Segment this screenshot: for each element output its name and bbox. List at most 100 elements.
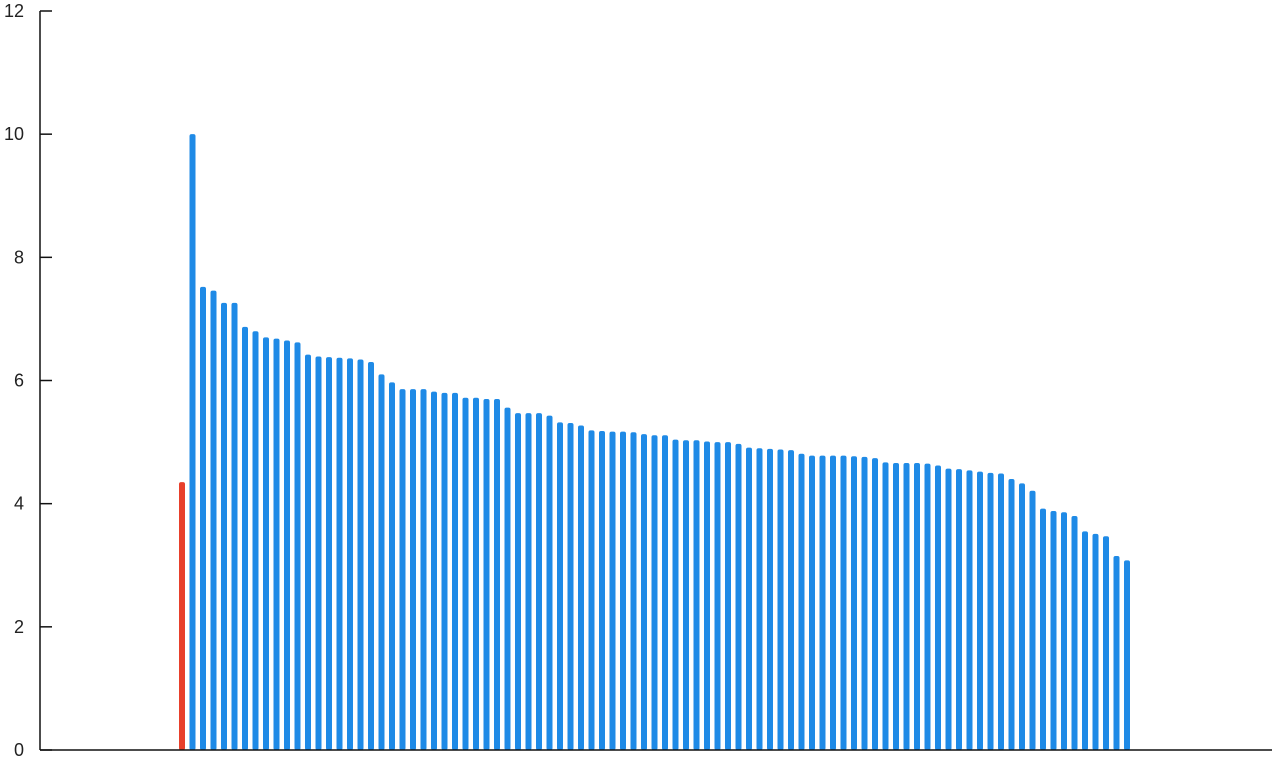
y-axis-tick-labels: 0 2 4 6 8 10 12 xyxy=(4,1,24,760)
bar xyxy=(410,389,416,750)
bar xyxy=(557,422,563,750)
bar xyxy=(284,340,290,750)
bar xyxy=(1082,531,1088,750)
bar xyxy=(336,357,343,750)
bar xyxy=(588,430,595,750)
bars xyxy=(179,134,1130,750)
bar xyxy=(1040,508,1046,750)
bar xyxy=(651,435,658,750)
bar xyxy=(735,443,742,750)
bar xyxy=(399,389,406,750)
bar xyxy=(294,342,301,750)
bar xyxy=(273,338,280,750)
bar xyxy=(1092,533,1099,750)
y-axis-ticks xyxy=(40,10,52,751)
bar xyxy=(326,357,332,750)
bar xyxy=(662,435,668,750)
bar xyxy=(609,431,616,750)
bar xyxy=(473,397,479,750)
bar xyxy=(935,465,941,750)
y-tick-label: 2 xyxy=(14,617,24,637)
bar xyxy=(1113,556,1120,750)
bar xyxy=(315,356,322,750)
bar xyxy=(945,468,952,750)
bar xyxy=(441,392,448,750)
bar xyxy=(357,359,364,750)
highlight-bar xyxy=(179,482,185,750)
y-tick-label: 12 xyxy=(4,1,24,21)
bar xyxy=(683,440,689,750)
bar xyxy=(1071,515,1078,750)
bar xyxy=(893,463,899,750)
bar xyxy=(630,432,637,750)
bar xyxy=(956,469,962,750)
y-tick-label: 0 xyxy=(14,740,24,760)
bar xyxy=(725,442,731,750)
bar xyxy=(767,448,773,750)
bar xyxy=(777,449,784,750)
bar xyxy=(704,441,710,750)
bar xyxy=(809,455,815,750)
bar xyxy=(200,286,206,750)
bar xyxy=(830,455,836,750)
bar xyxy=(1061,512,1067,750)
bar xyxy=(210,290,217,750)
bar xyxy=(872,458,878,750)
bar xyxy=(462,397,469,750)
bar xyxy=(746,447,752,750)
bar xyxy=(1050,511,1057,750)
bar xyxy=(452,392,458,750)
bar xyxy=(1019,483,1025,750)
bar xyxy=(987,472,994,750)
y-tick-label: 6 xyxy=(14,371,24,391)
bar xyxy=(515,413,521,750)
bar xyxy=(819,455,826,750)
bar xyxy=(851,456,857,750)
bar xyxy=(977,471,983,750)
bar xyxy=(263,337,269,750)
bar xyxy=(756,448,763,750)
bar xyxy=(641,434,647,750)
bar xyxy=(788,450,794,750)
bar xyxy=(525,413,532,750)
bar xyxy=(1124,560,1130,750)
bar xyxy=(567,422,574,750)
bar xyxy=(998,473,1004,750)
bar xyxy=(252,331,259,750)
bar xyxy=(347,358,353,750)
bar xyxy=(368,362,374,750)
bar xyxy=(221,302,227,750)
bar xyxy=(1029,490,1036,750)
bar xyxy=(378,374,385,750)
bar xyxy=(882,462,889,750)
bar xyxy=(546,415,553,750)
bar xyxy=(924,463,931,750)
bar xyxy=(599,430,605,750)
bar xyxy=(231,302,238,750)
bar xyxy=(578,425,584,750)
bar xyxy=(536,413,542,750)
bar xyxy=(672,439,679,750)
bar xyxy=(798,453,805,750)
bar xyxy=(914,463,920,750)
bar xyxy=(966,470,973,750)
bar xyxy=(840,455,847,750)
bar xyxy=(494,398,500,750)
bar xyxy=(305,354,311,750)
bar xyxy=(483,398,490,750)
bar xyxy=(714,442,721,750)
bar xyxy=(420,389,427,750)
bar xyxy=(903,463,910,750)
bar xyxy=(389,382,395,750)
bar xyxy=(431,391,437,750)
bar xyxy=(242,326,248,750)
bar xyxy=(861,456,868,750)
bar xyxy=(693,440,700,750)
y-tick-label: 8 xyxy=(14,247,24,267)
bar xyxy=(1008,479,1015,750)
y-tick-label: 10 xyxy=(4,124,24,144)
y-tick-label: 4 xyxy=(14,494,24,514)
bar xyxy=(504,407,511,750)
bar xyxy=(1103,536,1109,750)
